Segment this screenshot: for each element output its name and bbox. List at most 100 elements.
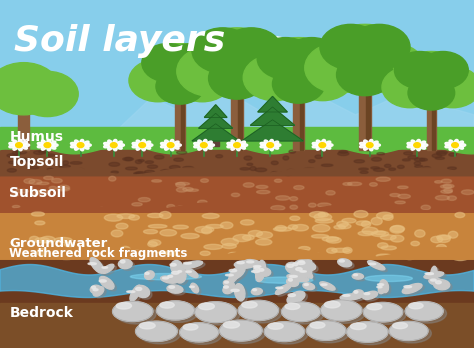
Ellipse shape xyxy=(22,145,27,149)
Ellipse shape xyxy=(367,305,406,324)
Ellipse shape xyxy=(452,254,469,261)
Ellipse shape xyxy=(326,237,341,243)
Circle shape xyxy=(129,59,187,102)
Ellipse shape xyxy=(289,279,301,288)
Circle shape xyxy=(283,38,340,79)
Ellipse shape xyxy=(135,285,150,298)
Ellipse shape xyxy=(376,212,393,219)
Ellipse shape xyxy=(327,144,333,147)
Ellipse shape xyxy=(173,262,185,275)
Ellipse shape xyxy=(436,196,449,200)
Ellipse shape xyxy=(161,276,177,283)
Circle shape xyxy=(452,143,458,148)
Ellipse shape xyxy=(241,303,282,323)
Ellipse shape xyxy=(364,140,368,144)
Ellipse shape xyxy=(422,144,428,147)
Ellipse shape xyxy=(294,54,324,61)
Ellipse shape xyxy=(58,185,70,190)
Ellipse shape xyxy=(290,197,298,201)
Ellipse shape xyxy=(258,40,298,48)
Ellipse shape xyxy=(301,51,344,61)
Ellipse shape xyxy=(99,280,106,282)
Ellipse shape xyxy=(402,159,410,161)
Ellipse shape xyxy=(92,259,106,275)
Ellipse shape xyxy=(458,141,464,145)
Ellipse shape xyxy=(146,145,151,149)
Ellipse shape xyxy=(129,250,140,256)
Ellipse shape xyxy=(309,160,315,163)
Ellipse shape xyxy=(219,320,262,341)
Ellipse shape xyxy=(426,274,446,280)
Polygon shape xyxy=(199,113,233,128)
Ellipse shape xyxy=(316,140,321,144)
Ellipse shape xyxy=(207,145,212,149)
Ellipse shape xyxy=(176,188,187,192)
Circle shape xyxy=(318,24,412,94)
Ellipse shape xyxy=(321,164,333,166)
Ellipse shape xyxy=(108,146,112,150)
Ellipse shape xyxy=(296,268,314,278)
Ellipse shape xyxy=(347,182,362,185)
Ellipse shape xyxy=(369,140,373,144)
Ellipse shape xyxy=(130,285,141,301)
Ellipse shape xyxy=(147,272,156,281)
Ellipse shape xyxy=(63,161,69,165)
Ellipse shape xyxy=(310,212,326,218)
Ellipse shape xyxy=(71,145,76,148)
Ellipse shape xyxy=(415,165,423,167)
Ellipse shape xyxy=(383,215,393,220)
Ellipse shape xyxy=(169,276,181,284)
Ellipse shape xyxy=(134,172,144,175)
Ellipse shape xyxy=(374,168,384,171)
Ellipse shape xyxy=(355,292,366,300)
Ellipse shape xyxy=(445,142,451,145)
Ellipse shape xyxy=(206,224,223,228)
Ellipse shape xyxy=(256,185,268,189)
Ellipse shape xyxy=(256,190,270,194)
Bar xyxy=(0,176,474,212)
Ellipse shape xyxy=(71,142,76,145)
Circle shape xyxy=(255,38,342,102)
Ellipse shape xyxy=(237,140,240,144)
Ellipse shape xyxy=(303,283,315,290)
Ellipse shape xyxy=(365,293,380,301)
Ellipse shape xyxy=(381,246,396,250)
Bar xyxy=(269,139,276,146)
Ellipse shape xyxy=(256,232,273,238)
Ellipse shape xyxy=(167,274,179,282)
Ellipse shape xyxy=(363,302,402,322)
Ellipse shape xyxy=(93,286,104,296)
Ellipse shape xyxy=(256,267,268,277)
Circle shape xyxy=(201,143,207,148)
Ellipse shape xyxy=(390,226,404,233)
Ellipse shape xyxy=(198,140,202,144)
Ellipse shape xyxy=(164,146,169,150)
Ellipse shape xyxy=(264,140,269,144)
Ellipse shape xyxy=(289,150,295,153)
Ellipse shape xyxy=(300,262,314,268)
Ellipse shape xyxy=(372,157,382,161)
Ellipse shape xyxy=(326,145,331,149)
Ellipse shape xyxy=(405,285,424,295)
Ellipse shape xyxy=(201,227,212,234)
Ellipse shape xyxy=(169,287,185,295)
Ellipse shape xyxy=(64,242,74,247)
Ellipse shape xyxy=(271,172,280,175)
Ellipse shape xyxy=(417,140,420,144)
Ellipse shape xyxy=(377,152,384,155)
Ellipse shape xyxy=(389,168,396,171)
Ellipse shape xyxy=(435,157,445,159)
Ellipse shape xyxy=(161,169,172,173)
Ellipse shape xyxy=(437,235,451,240)
Ellipse shape xyxy=(118,144,124,147)
Ellipse shape xyxy=(227,142,233,145)
Ellipse shape xyxy=(222,244,237,248)
Ellipse shape xyxy=(93,289,98,291)
Ellipse shape xyxy=(251,288,262,295)
Ellipse shape xyxy=(240,141,246,145)
Ellipse shape xyxy=(109,163,119,166)
Polygon shape xyxy=(118,84,474,129)
Ellipse shape xyxy=(368,261,385,270)
Ellipse shape xyxy=(173,225,188,229)
Ellipse shape xyxy=(352,274,364,279)
